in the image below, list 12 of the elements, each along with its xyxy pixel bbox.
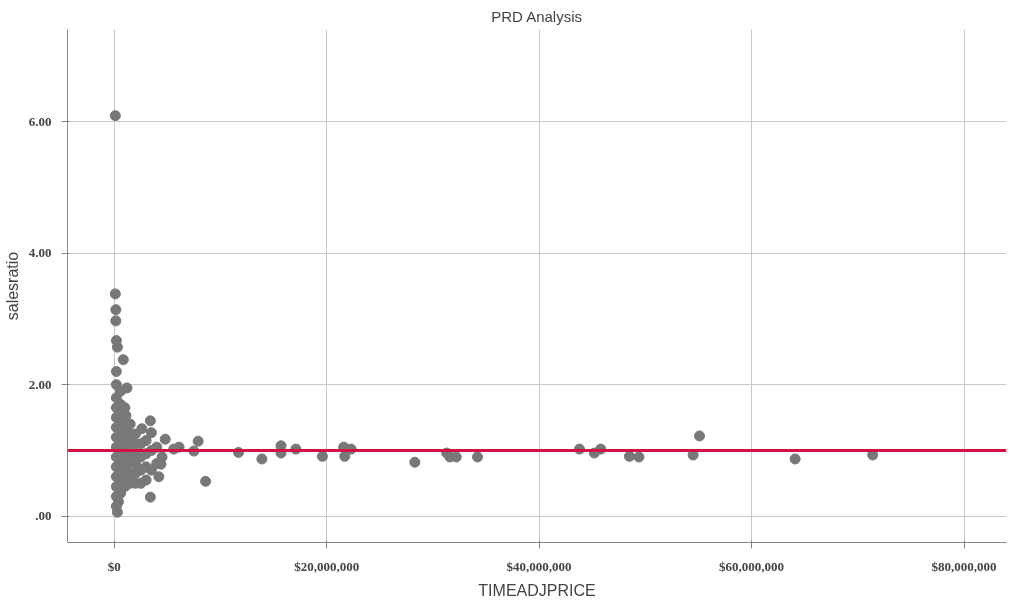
- x-tick-label: $0: [107, 558, 121, 574]
- chart-title: PRD Analysis: [491, 7, 583, 25]
- x-tick-label: $80,000,000: [931, 558, 997, 574]
- y-tick-label: .00: [35, 508, 52, 524]
- x-tick-label: $20,000,000: [294, 558, 360, 574]
- x-tick-label: $40,000,000: [506, 558, 572, 574]
- y-axis-title: salesratio: [3, 251, 21, 321]
- y-tick-label: 6.00: [28, 113, 52, 129]
- y-tick-label: 2.00: [28, 376, 52, 392]
- x-tick-label: $60,000,000: [719, 558, 785, 574]
- x-axis-title: TIMEADJPRICE: [478, 581, 596, 599]
- y-tick-label: 4.00: [28, 245, 52, 261]
